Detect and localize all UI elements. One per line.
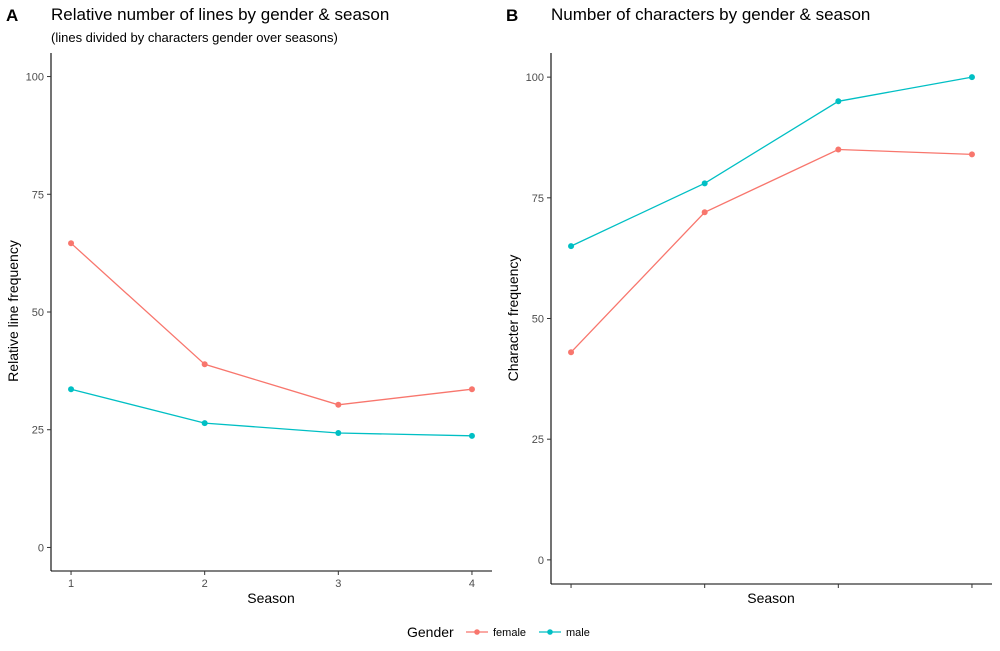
panel-b-y-tick-label: 75 <box>532 193 544 205</box>
panel-b-series-female-point <box>568 349 575 356</box>
panel-b-x-axis-title: Season <box>747 590 794 606</box>
panel-b-series-female-point <box>835 146 842 153</box>
panel-b-y-axis-title: Character frequency <box>505 255 521 382</box>
panel-a-x-tick-label: 2 <box>202 578 208 590</box>
legend: Gender female male <box>407 624 590 640</box>
panel-b-series-male-point <box>835 98 842 105</box>
panel-a-series-female-line <box>70 242 473 406</box>
panel-a-series-male-point <box>335 430 342 437</box>
panel-b-title: Number of characters by gender & season <box>551 5 870 24</box>
panel-a-series-female-point <box>468 386 475 393</box>
panel-b-series-male-line <box>570 76 973 247</box>
panel-a-series-female-point <box>201 361 208 368</box>
panel-b-y-tick-label: 25 <box>532 434 544 446</box>
panel-b-series-female-point <box>968 151 975 158</box>
panel-b-y-tick-label: 0 <box>538 555 544 567</box>
panel-b-series-male-point <box>701 180 708 187</box>
panel-a-y-tick-label: 50 <box>32 307 44 319</box>
panel-a-y-axis-title: Relative line frequency <box>5 240 21 382</box>
panel-a-y-tick-label: 75 <box>32 189 44 201</box>
panel-a-y-tick-label: 25 <box>32 425 44 437</box>
legend-label-female: female <box>493 627 526 639</box>
panel-a-subtitle: (lines divided by characters gender over… <box>51 30 338 45</box>
panel-a-plot: 0 25 50 75 100 1 2 3 4 <box>26 53 492 590</box>
legend-male-point <box>547 629 553 635</box>
panel-b-series-female-point <box>701 209 708 216</box>
panel-a-series-female-point <box>335 401 342 408</box>
panel-a-x-tick-label: 3 <box>335 578 341 590</box>
legend-female-point <box>474 629 480 635</box>
legend-key-male <box>539 629 561 635</box>
panel-a-title: Relative number of lines by gender & sea… <box>51 5 389 24</box>
panel-a-series-male-point <box>201 420 208 427</box>
panel-b-series-female-line <box>570 148 973 353</box>
panel-a-y-tick-label: 0 <box>38 542 44 554</box>
panel-b-series-male-point <box>568 243 575 250</box>
panel-a-tag: A <box>6 6 18 25</box>
legend-title: Gender <box>407 624 454 640</box>
legend-label-male: male <box>566 627 590 639</box>
panel-b-y-tick-label: 100 <box>526 72 544 84</box>
panel-a-y-tick-label: 100 <box>26 72 44 84</box>
legend-key-female <box>466 629 488 635</box>
panel-a-series-female-point <box>68 240 75 247</box>
panel-a-x-tick-label: 1 <box>68 578 74 590</box>
panel-a-x-axis-title: Season <box>247 590 294 606</box>
panel-b-plot: 0 25 50 75 100 <box>526 53 992 588</box>
panel-b-y-tick-label: 50 <box>532 314 544 326</box>
panel-a-series-male-point <box>68 386 75 393</box>
panel-b-series-male-point <box>968 74 975 81</box>
panel-a-x-tick-label: 4 <box>469 578 475 590</box>
panel-b-tag: B <box>506 6 518 25</box>
panel-a-series-male-point <box>468 432 475 439</box>
panel-a-series-male-line <box>70 388 473 437</box>
